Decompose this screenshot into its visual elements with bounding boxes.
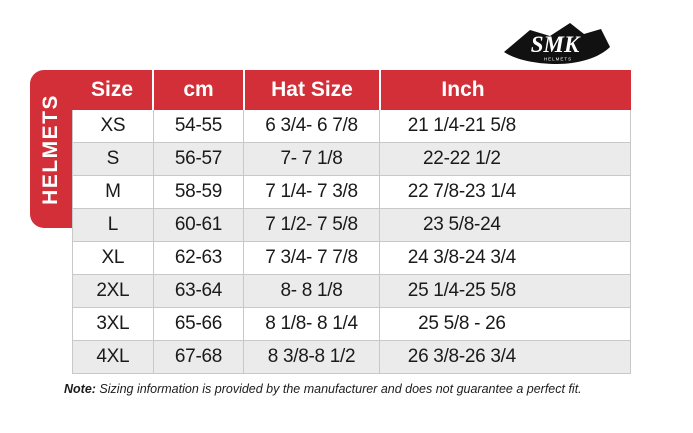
cell-inch: 24 3/8-24 3/4	[378, 242, 630, 274]
cell-inch: 22-22 1/2	[378, 143, 630, 175]
helmets-banner-label: HELMETS	[39, 93, 62, 205]
table-row-m: M 58-59 7 1/4- 7 3/8 22 7/8-23 1/4	[73, 176, 630, 209]
cell-size: M	[105, 181, 121, 202]
cell-cm: 65-66	[152, 308, 244, 340]
cell-cm: 58-59	[152, 176, 244, 208]
column-header-hat-size: Hat Size	[243, 70, 379, 110]
cell-hat-size: 7 3/4- 7 7/8	[243, 242, 378, 274]
cell-cm: 56-57	[152, 143, 244, 175]
cell-hat-size: 7 1/2- 7 5/8	[243, 209, 378, 241]
cell-inch: 25 5/8 - 26	[378, 308, 630, 340]
cell-size: 3XL	[96, 313, 130, 334]
cell-hat-size: 8- 8 1/8	[243, 275, 378, 307]
cell-cm: 63-64	[152, 275, 244, 307]
cell-size: S	[106, 148, 120, 169]
cell-hat-size: 7- 7 1/8	[243, 143, 378, 175]
sizing-note-label: Note:	[64, 382, 96, 396]
table-row-xl: XL 62-63 7 3/4- 7 7/8 24 3/8-24 3/4	[73, 242, 630, 275]
table-body: XS 54-55 6 3/4- 6 7/8 21 1/4-21 5/8 S 56…	[72, 110, 631, 374]
table-header-row: Size cm Hat Size Inch	[72, 70, 631, 110]
helmets-banner: HELMETS	[30, 70, 72, 228]
table-row-xs: XS 54-55 6 3/4- 6 7/8 21 1/4-21 5/8	[73, 110, 630, 143]
cell-hat-size: 8 3/8-8 1/2	[243, 341, 378, 373]
smk-logo: SMK HELMETS	[501, 21, 613, 67]
cell-cm: 62-63	[152, 242, 244, 274]
cell-size: 4XL	[96, 346, 130, 367]
column-header-inch: Inch	[379, 70, 631, 110]
cell-inch: 25 1/4-25 5/8	[378, 275, 630, 307]
sizing-note-text: Sizing information is provided by the ma…	[95, 382, 582, 396]
cell-cm: 60-61	[152, 209, 244, 241]
smk-logo-shape	[504, 23, 610, 64]
size-chart-table: Size cm Hat Size Inch XS 54-55 6 3/4- 6 …	[72, 70, 631, 374]
smk-logo-icon: SMK HELMETS	[504, 23, 610, 64]
cell-size: XL	[101, 247, 125, 268]
table-row-3xl: 3XL 65-66 8 1/8- 8 1/4 25 5/8 - 26	[73, 308, 630, 341]
cell-size: L	[107, 214, 119, 235]
cell-size: 2XL	[96, 280, 130, 301]
table-row-l: L 60-61 7 1/2- 7 5/8 23 5/8-24	[73, 209, 630, 242]
cell-inch: 22 7/8-23 1/4	[378, 176, 630, 208]
column-header-size: Size	[90, 78, 134, 101]
cell-cm: 54-55	[152, 110, 244, 142]
smk-logo-text: SMK	[531, 32, 581, 57]
smk-logo-tagline: HELMETS	[544, 57, 572, 62]
table-row-s: S 56-57 7- 7 1/8 22-22 1/2	[73, 143, 630, 176]
cell-cm: 67-68	[152, 341, 244, 373]
cell-hat-size: 7 1/4- 7 3/8	[243, 176, 378, 208]
cell-inch: 21 1/4-21 5/8	[378, 110, 630, 142]
table-row-2xl: 2XL 63-64 8- 8 1/8 25 1/4-25 5/8	[73, 275, 630, 308]
cell-size: XS	[100, 115, 126, 136]
column-header-cm: cm	[152, 70, 243, 110]
cell-inch: 26 3/8-26 3/4	[378, 341, 630, 373]
cell-inch: 23 5/8-24	[378, 209, 630, 241]
table-row-4xl: 4XL 67-68 8 3/8-8 1/2 26 3/8-26 3/4	[73, 341, 630, 374]
cell-hat-size: 8 1/8- 8 1/4	[243, 308, 378, 340]
sizing-note: Note: Sizing information is provided by …	[64, 382, 664, 396]
cell-hat-size: 6 3/4- 6 7/8	[243, 110, 378, 142]
